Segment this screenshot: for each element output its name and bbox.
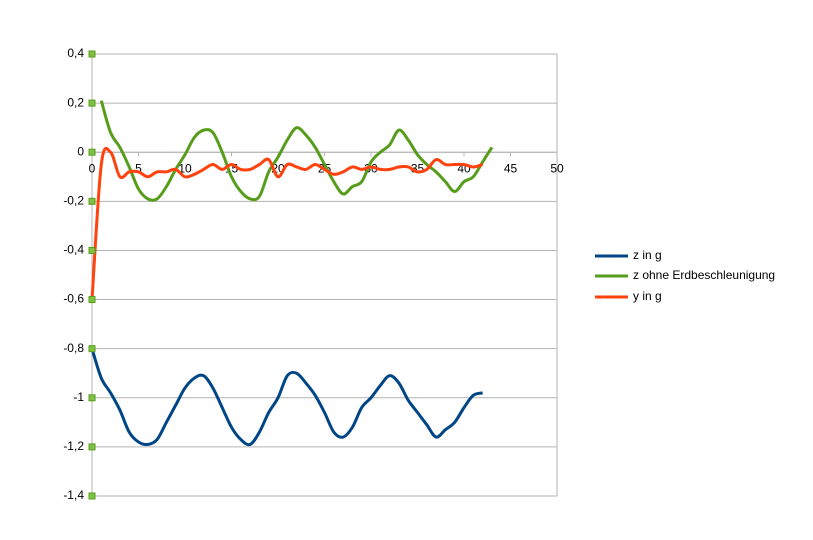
axis-marker xyxy=(88,492,96,500)
y-tick-label: 0,2 xyxy=(67,95,84,109)
axis-marker xyxy=(88,99,96,107)
y-tick-label: -0,8 xyxy=(63,341,84,355)
legend-label: z in g xyxy=(633,248,662,262)
x-tick-label: 5 xyxy=(135,161,142,175)
y-tick-label: 0,4 xyxy=(67,46,84,60)
axis-marker xyxy=(88,246,96,254)
y-tick-label: -1,4 xyxy=(63,488,84,502)
x-tick-label: 0 xyxy=(89,161,96,175)
axis-marker xyxy=(88,345,96,353)
data-line xyxy=(90,146,484,300)
y-tick-label: -1 xyxy=(73,390,84,404)
y-tick-label: -0,6 xyxy=(63,292,84,306)
axis-marker xyxy=(88,443,96,451)
legend-label: z ohne Erdbeschleunigung xyxy=(633,268,775,282)
axis-marker xyxy=(88,148,96,156)
y-tick-label: -1,2 xyxy=(63,439,84,453)
y-tick-label: 0 xyxy=(77,144,84,158)
y-tick-label: -0,2 xyxy=(63,194,84,208)
x-tick-label: 45 xyxy=(504,161,518,175)
x-tick-label: 10 xyxy=(178,161,192,175)
data-line xyxy=(99,100,494,202)
axis-marker xyxy=(88,296,96,304)
axis-marker xyxy=(88,197,96,205)
data-line xyxy=(90,348,483,447)
axis-marker xyxy=(88,394,96,402)
x-tick-label: 50 xyxy=(550,161,564,175)
y-tick-label: -0,4 xyxy=(63,243,84,257)
legend-label: y in g xyxy=(633,289,662,303)
axis-marker xyxy=(88,50,96,58)
